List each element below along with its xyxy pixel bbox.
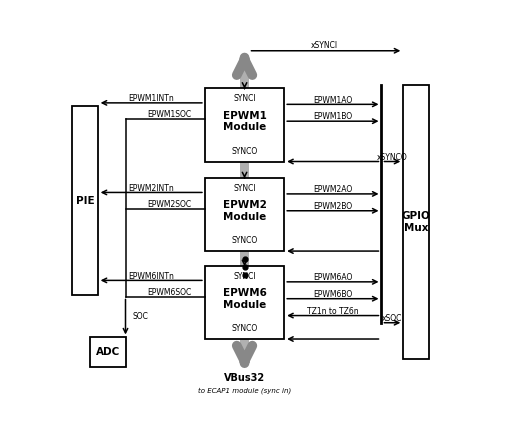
- Text: SYNCO: SYNCO: [231, 324, 258, 333]
- Text: xSYNCO: xSYNCO: [377, 153, 408, 162]
- Text: EPWM6
Module: EPWM6 Module: [223, 288, 266, 310]
- Text: EPWM1
Module: EPWM1 Module: [223, 111, 266, 132]
- Text: SYNCO: SYNCO: [231, 147, 258, 156]
- Text: EPWM2
Module: EPWM2 Module: [223, 201, 266, 222]
- Text: ADC: ADC: [96, 347, 120, 357]
- Text: xSYNCI: xSYNCI: [310, 41, 337, 50]
- Text: EPWM6SOC: EPWM6SOC: [147, 288, 191, 297]
- Text: TZ1n to TZ6n: TZ1n to TZ6n: [307, 307, 358, 316]
- Text: EPWM6AO: EPWM6AO: [313, 273, 353, 282]
- Text: EPWM1BO: EPWM1BO: [313, 113, 352, 121]
- Text: EPWM6INTn: EPWM6INTn: [129, 272, 174, 280]
- Bar: [403, 85, 429, 359]
- Text: SYNCO: SYNCO: [231, 236, 258, 245]
- Text: SYNCI: SYNCI: [233, 272, 256, 280]
- Bar: [205, 266, 284, 339]
- Text: EPWM1INTn: EPWM1INTn: [129, 94, 174, 103]
- Text: SOC: SOC: [133, 313, 148, 321]
- Text: VBus32: VBus32: [224, 373, 265, 383]
- Text: EPWM1AO: EPWM1AO: [313, 96, 352, 104]
- Text: EPWM2AO: EPWM2AO: [313, 185, 352, 194]
- Bar: [90, 338, 125, 367]
- Text: to ECAP1 module (sync in): to ECAP1 module (sync in): [198, 388, 291, 394]
- Text: SYNCI: SYNCI: [233, 184, 256, 192]
- Text: EPWM2BO: EPWM2BO: [313, 202, 352, 211]
- Text: EPWM2SOC: EPWM2SOC: [147, 200, 191, 209]
- Bar: [205, 88, 284, 162]
- Text: EPWM6BO: EPWM6BO: [313, 290, 352, 299]
- Bar: [72, 106, 98, 295]
- Text: SYNCI: SYNCI: [233, 94, 256, 103]
- Bar: [205, 178, 284, 251]
- Text: xSOC: xSOC: [382, 314, 402, 323]
- Text: PIE: PIE: [75, 195, 94, 206]
- Text: EPWM1SOC: EPWM1SOC: [147, 110, 191, 119]
- Text: EPWM2INTn: EPWM2INTn: [129, 184, 174, 193]
- Text: GPIO
Mux: GPIO Mux: [402, 211, 431, 233]
- Bar: [240, 64, 249, 357]
